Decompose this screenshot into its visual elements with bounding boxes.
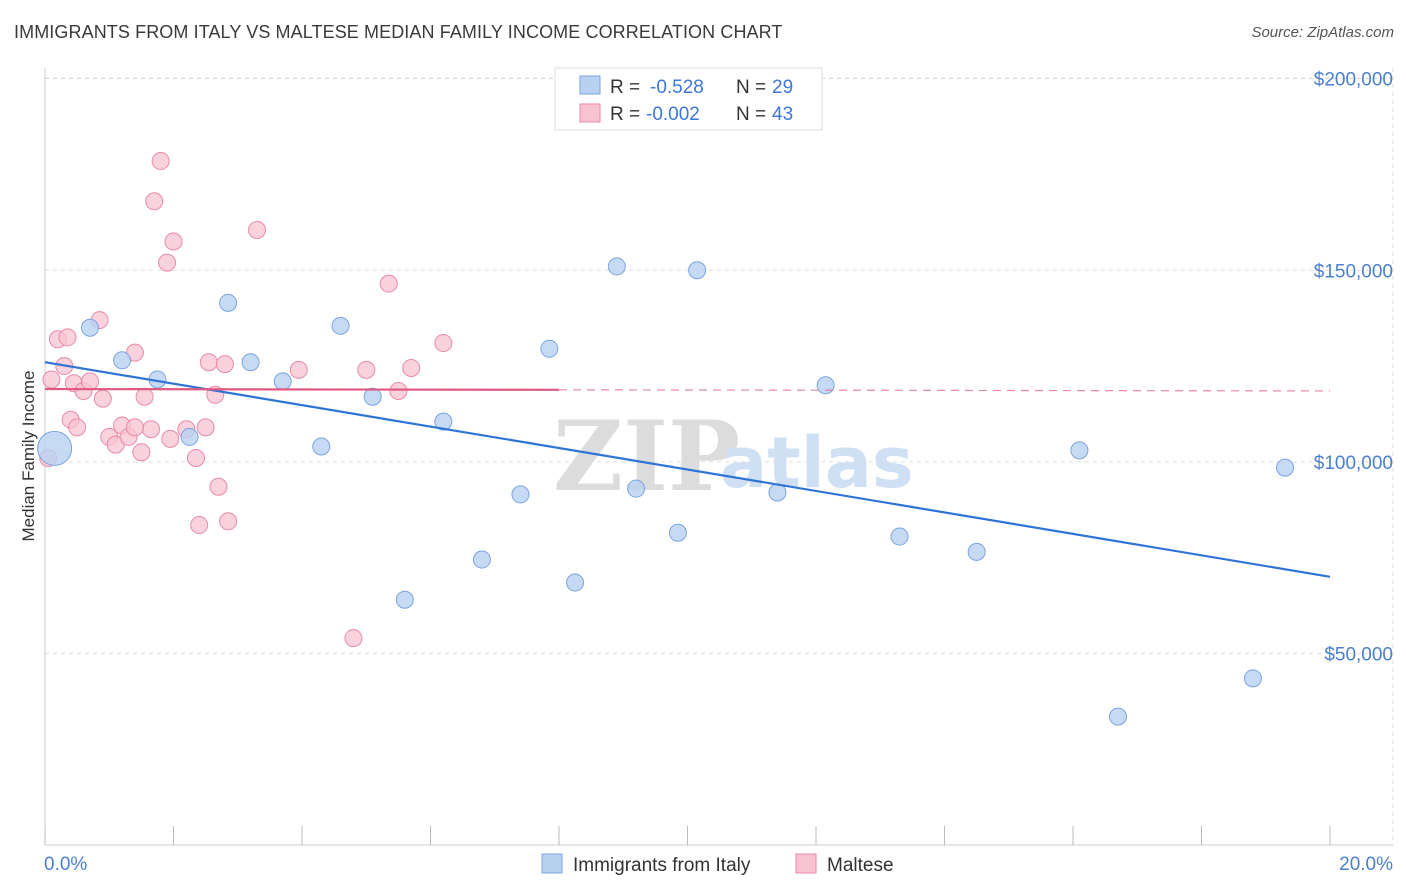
- italy-point-18: [627, 479, 646, 498]
- italy-point-15: [540, 339, 559, 358]
- y-tick-labels: $50,000 $100,000 $150,000 $200,000: [1314, 70, 1393, 666]
- maltese-point-7: [68, 418, 87, 437]
- maltese-point-33: [219, 512, 238, 531]
- italy-point-12: [434, 412, 453, 431]
- bottom-legend-swatch-italy: [541, 853, 563, 874]
- italy-point-7: [273, 372, 292, 391]
- y-axis-label: Median Family Income: [19, 370, 38, 541]
- maltese-point-22: [158, 253, 177, 272]
- italy-point-26: [1108, 707, 1127, 726]
- maltese-point-1: [42, 370, 61, 389]
- italy-point-20: [688, 261, 707, 280]
- italy-point-8: [312, 437, 331, 456]
- maltese-point-29: [199, 353, 218, 372]
- maltese-point-9: [80, 372, 99, 391]
- y-tick-0: $50,000: [1324, 644, 1393, 665]
- maltese-point-41: [434, 334, 453, 353]
- x-tick-max: 20.0%: [1339, 854, 1393, 875]
- stats-legend: R = -0.528 N = 29 R = -0.002 N = 43: [554, 67, 823, 131]
- legend-n-value-maltese: 43: [772, 104, 793, 125]
- maltese-point-20: [145, 192, 164, 211]
- maltese-point-42: [125, 418, 144, 437]
- italy-point-4: [180, 427, 199, 446]
- maltese-point-36: [344, 629, 363, 648]
- maltese-points: [39, 152, 453, 648]
- italy-point-5: [219, 293, 238, 312]
- maltese-point-11: [93, 389, 112, 408]
- x-tick-min: 0.0%: [44, 854, 87, 875]
- legend-n-value-italy: 29: [772, 77, 793, 98]
- maltese-trend-line-extension: [558, 389, 1331, 392]
- y-tick-3: $200,000: [1314, 70, 1393, 91]
- italy-point-1: [80, 318, 99, 337]
- maltese-point-40: [402, 358, 421, 377]
- bottom-legend-swatch-maltese: [795, 853, 817, 874]
- legend-n-label-maltese: N =: [736, 104, 766, 125]
- italy-point-14: [511, 485, 530, 504]
- maltese-point-19: [142, 420, 161, 439]
- maltese-point-21: [151, 152, 170, 171]
- maltese-point-23: [161, 429, 180, 448]
- source-label: Source: ZipAtlas.com: [1251, 24, 1394, 41]
- chart-title: IMMIGRANTS FROM ITALY VS MALTESE MEDIAN …: [14, 22, 783, 42]
- maltese-point-4: [58, 328, 77, 347]
- legend-r-value-maltese: -0.002: [646, 104, 700, 125]
- maltese-point-32: [215, 355, 234, 374]
- maltese-trend-line: [44, 387, 560, 391]
- maltese-point-24: [164, 232, 183, 251]
- maltese-point-27: [190, 516, 209, 535]
- y-tick-2: $150,000: [1314, 261, 1393, 282]
- legend-swatch-maltese: [579, 103, 601, 123]
- maltese-point-39: [389, 381, 408, 400]
- italy-point-0: [37, 430, 73, 466]
- maltese-point-37: [357, 360, 376, 379]
- grid: [45, 68, 1394, 845]
- legend-n-label-italy: N =: [736, 77, 766, 98]
- italy-point-9: [331, 316, 350, 335]
- trend-lines: [44, 361, 1331, 578]
- italy-point-6: [241, 353, 260, 372]
- legend-swatch-italy: [579, 75, 601, 95]
- maltese-point-31: [209, 477, 228, 496]
- maltese-point-17: [132, 443, 151, 462]
- italy-trend-line: [44, 361, 1331, 578]
- maltese-point-38: [379, 274, 398, 293]
- maltese-point-28: [196, 418, 215, 437]
- legend-r-label-maltese: R =: [610, 104, 640, 125]
- italy-points: [37, 257, 1295, 726]
- watermark-zip: ZIP: [553, 400, 740, 513]
- italy-point-22: [816, 376, 835, 395]
- y-tick-1: $100,000: [1314, 453, 1393, 474]
- italy-point-11: [395, 590, 414, 609]
- italy-point-19: [668, 523, 687, 542]
- italy-point-25: [1070, 441, 1089, 460]
- italy-point-10: [363, 387, 382, 406]
- legend-r-label-italy: R =: [610, 77, 640, 98]
- italy-point-13: [472, 550, 491, 569]
- legend-r-value-italy: -0.528: [650, 77, 704, 98]
- italy-point-27: [1243, 669, 1262, 688]
- italy-point-2: [113, 351, 132, 370]
- maltese-point-34: [248, 221, 267, 240]
- maltese-point-18: [135, 387, 154, 406]
- maltese-point-26: [186, 449, 205, 468]
- bottom-legend-italy: Immigrants from Italy: [573, 855, 751, 876]
- series-legend: Immigrants from Italy Maltese: [541, 853, 894, 876]
- italy-point-17: [607, 257, 626, 276]
- italy-point-23: [890, 527, 909, 546]
- maltese-point-35: [289, 360, 308, 379]
- italy-point-28: [1276, 458, 1295, 477]
- bottom-legend-maltese: Maltese: [827, 855, 894, 876]
- italy-point-16: [566, 573, 585, 592]
- italy-point-24: [967, 542, 986, 561]
